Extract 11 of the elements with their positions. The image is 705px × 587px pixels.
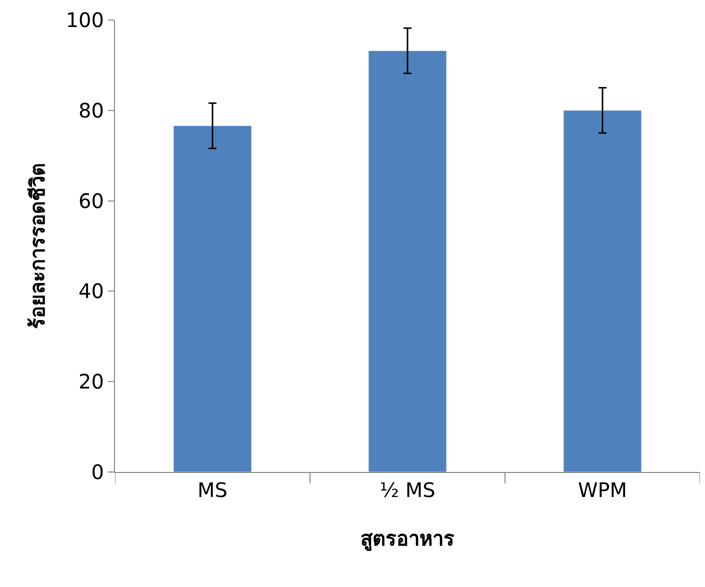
x-tick-label: MS: [198, 478, 228, 502]
x-axis-title: สูตรอาหาร: [360, 526, 454, 552]
y-tick-label: 100: [66, 8, 104, 32]
x-tick-label: ½ MS: [380, 478, 436, 502]
y-tick-label: 0: [91, 460, 104, 484]
y-tick-label: 60: [78, 188, 104, 213]
y-tick-label: 80: [78, 98, 104, 122]
y-tick-label: 20: [78, 370, 104, 394]
y-tick-label: 40: [78, 279, 104, 304]
x-tick-label: WPM: [578, 478, 628, 502]
y-axis-title: ร้อยละการรอดชีวิต: [25, 163, 50, 329]
